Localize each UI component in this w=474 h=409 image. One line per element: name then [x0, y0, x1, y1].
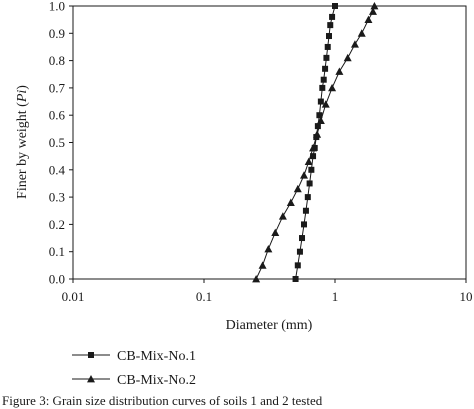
y-axis-title-prefix: Finer by weight ( — [15, 102, 30, 199]
y-axis-title-italic: Pi — [15, 90, 30, 104]
data-point — [300, 171, 309, 179]
legend-label: CB-Mix-No.1 — [117, 349, 196, 364]
y-tick-label: 0.7 — [49, 80, 66, 95]
y-tick-label: 0.1 — [49, 244, 65, 259]
data-point — [306, 180, 313, 187]
data-point — [286, 198, 295, 206]
data-point — [302, 207, 309, 214]
data-point — [301, 221, 308, 228]
data-point — [293, 184, 302, 193]
data-point — [370, 2, 379, 10]
data-point — [316, 116, 325, 125]
data-point — [329, 13, 336, 20]
data-point — [332, 3, 338, 9]
y-tick-label: 0.9 — [49, 26, 65, 41]
chart-series — [252, 2, 379, 283]
data-point — [278, 212, 287, 220]
y-axis-title-suffix: ) — [15, 85, 30, 90]
y-tick-label: 0.4 — [49, 162, 66, 177]
data-point — [324, 43, 331, 50]
y-tick-label: 0.5 — [49, 135, 65, 150]
data-point — [271, 228, 280, 236]
data-point — [296, 248, 303, 255]
data-point — [322, 65, 329, 72]
data-point — [368, 7, 377, 15]
y-axis-title: Finer by weight (Pi) — [15, 85, 30, 199]
data-point — [357, 29, 366, 37]
legend-marker — [87, 375, 95, 383]
legend-item-2: CB-Mix-No.2 — [72, 373, 196, 388]
data-point — [309, 143, 318, 152]
y-tick-label: 0.2 — [49, 217, 65, 232]
x-axis-title: Diameter (mm) — [226, 318, 313, 333]
legend-item-1: CB-Mix-No.1 — [72, 349, 196, 364]
figure-caption: Figure 3: Grain size distribution curves… — [2, 393, 323, 408]
data-point — [335, 67, 344, 75]
data-point — [292, 276, 299, 282]
data-point — [343, 53, 352, 62]
data-point — [310, 153, 317, 160]
legend: CB-Mix-No.1 CB-Mix-No.2 — [72, 349, 196, 388]
data-point — [328, 83, 337, 92]
y-tick-label: 0.8 — [49, 53, 65, 68]
data-point — [319, 84, 326, 91]
data-point — [364, 15, 373, 24]
data-point — [350, 40, 359, 48]
data-point — [308, 166, 315, 173]
data-point — [294, 262, 301, 269]
plot-frame — [72, 5, 467, 280]
data-point — [304, 157, 313, 166]
data-point — [326, 33, 333, 40]
x-tick-label: 0.1 — [196, 289, 212, 304]
data-point — [314, 123, 321, 130]
data-point — [299, 235, 306, 242]
data-point — [317, 98, 324, 105]
data-point — [264, 244, 273, 253]
data-point — [304, 194, 311, 201]
legend-label: CB-Mix-No.2 — [117, 373, 196, 388]
chart-axes — [72, 5, 467, 280]
y-tick-label: 0.3 — [49, 190, 65, 205]
y-tick-label: 1.0 — [49, 0, 65, 14]
data-point — [320, 76, 327, 83]
y-tick-label: 0.0 — [49, 272, 65, 287]
data-point — [327, 22, 334, 29]
data-point — [258, 261, 267, 269]
data-point — [313, 130, 322, 138]
series-1 — [292, 3, 338, 282]
data-point — [321, 100, 330, 108]
series-2 — [252, 2, 379, 283]
data-point — [252, 275, 261, 283]
chart-ticks: 0.01 0.1 1 10 0.0 0.1 0.2 0.3 0.4 0.5 0.6 0.7 0.8 0.9… — [49, 0, 473, 304]
x-tick-label: 0.01 — [62, 289, 85, 304]
data-point — [323, 54, 330, 61]
x-tick-label: 10 — [460, 289, 473, 304]
data-point — [316, 112, 323, 119]
legend-marker — [88, 352, 94, 358]
y-tick-label: 0.6 — [49, 108, 66, 123]
x-tick-label: 1 — [332, 289, 339, 304]
